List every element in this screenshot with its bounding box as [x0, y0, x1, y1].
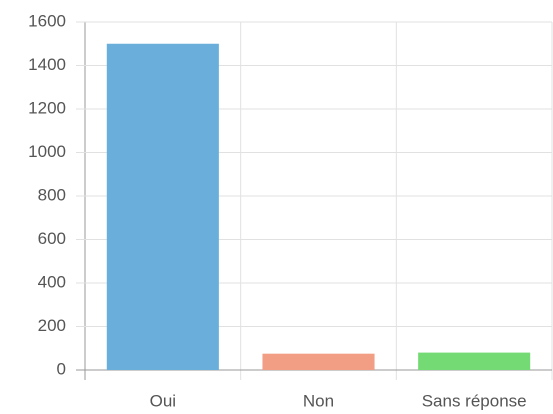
y-tick-label: 1600: [28, 11, 66, 30]
y-tick-label: 0: [57, 359, 66, 378]
bar: [106, 43, 219, 370]
y-tick-label: 400: [38, 272, 66, 291]
y-tick-label: 1000: [28, 142, 66, 161]
x-tick-label: Oui: [150, 391, 176, 410]
x-tick-label: Sans réponse: [422, 391, 527, 410]
y-tick-label: 1400: [28, 55, 66, 74]
y-tick-label: 800: [38, 185, 66, 204]
x-tick-label: Non: [303, 391, 334, 410]
bar: [262, 353, 375, 370]
y-tick-label: 600: [38, 229, 66, 248]
bar: [418, 352, 531, 370]
y-tick-label: 200: [38, 316, 66, 335]
y-tick-label: 1200: [28, 98, 66, 117]
